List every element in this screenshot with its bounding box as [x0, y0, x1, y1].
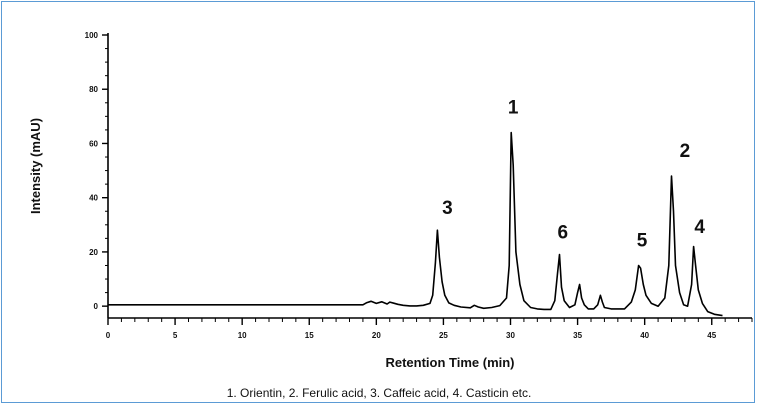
y-tick-label: 0 [94, 302, 99, 311]
y-tick-label: 80 [89, 85, 98, 94]
x-tick-label: 25 [439, 331, 448, 340]
chromatogram-trace [108, 131, 723, 317]
x-axis-title: Retention Time (min) [385, 355, 514, 370]
x-tick-label: 35 [573, 331, 582, 340]
chromatogram-chart: 0 20 40 60 80 100 0 5 10 15 20 25 30 35 40 45 3 1 6 5 2 4 Re… [28, 31, 753, 370]
y-tick-label: 60 [89, 139, 98, 148]
peak-legend-caption: 1. Orientin, 2. Ferulic acid, 3. Caffeic… [226, 386, 532, 400]
peak-label: 5 [637, 231, 648, 252]
peak-annotations: 3 1 6 5 2 4 [442, 98, 705, 252]
x-tick-label: 40 [640, 331, 649, 340]
peak-label: 2 [680, 141, 691, 162]
x-tick-label: 45 [707, 331, 716, 340]
y-tick-label: 20 [89, 248, 98, 257]
chart-axes [107, 33, 752, 319]
x-tick-label: 0 [106, 331, 111, 340]
peak-label: 4 [694, 217, 705, 238]
x-tick-label: 10 [238, 331, 247, 340]
peak-label: 6 [558, 222, 569, 243]
x-tick-label: 5 [173, 331, 178, 340]
x-tick-label: 30 [506, 331, 515, 340]
y-tick-label: 100 [85, 31, 99, 40]
peak-label: 1 [508, 98, 519, 119]
x-tick-label: 15 [305, 331, 314, 340]
x-tick-label: 20 [372, 331, 381, 340]
y-axis-title: Intensity (mAU) [28, 118, 43, 214]
y-tick-label: 40 [89, 194, 98, 203]
peak-label: 3 [442, 198, 453, 219]
